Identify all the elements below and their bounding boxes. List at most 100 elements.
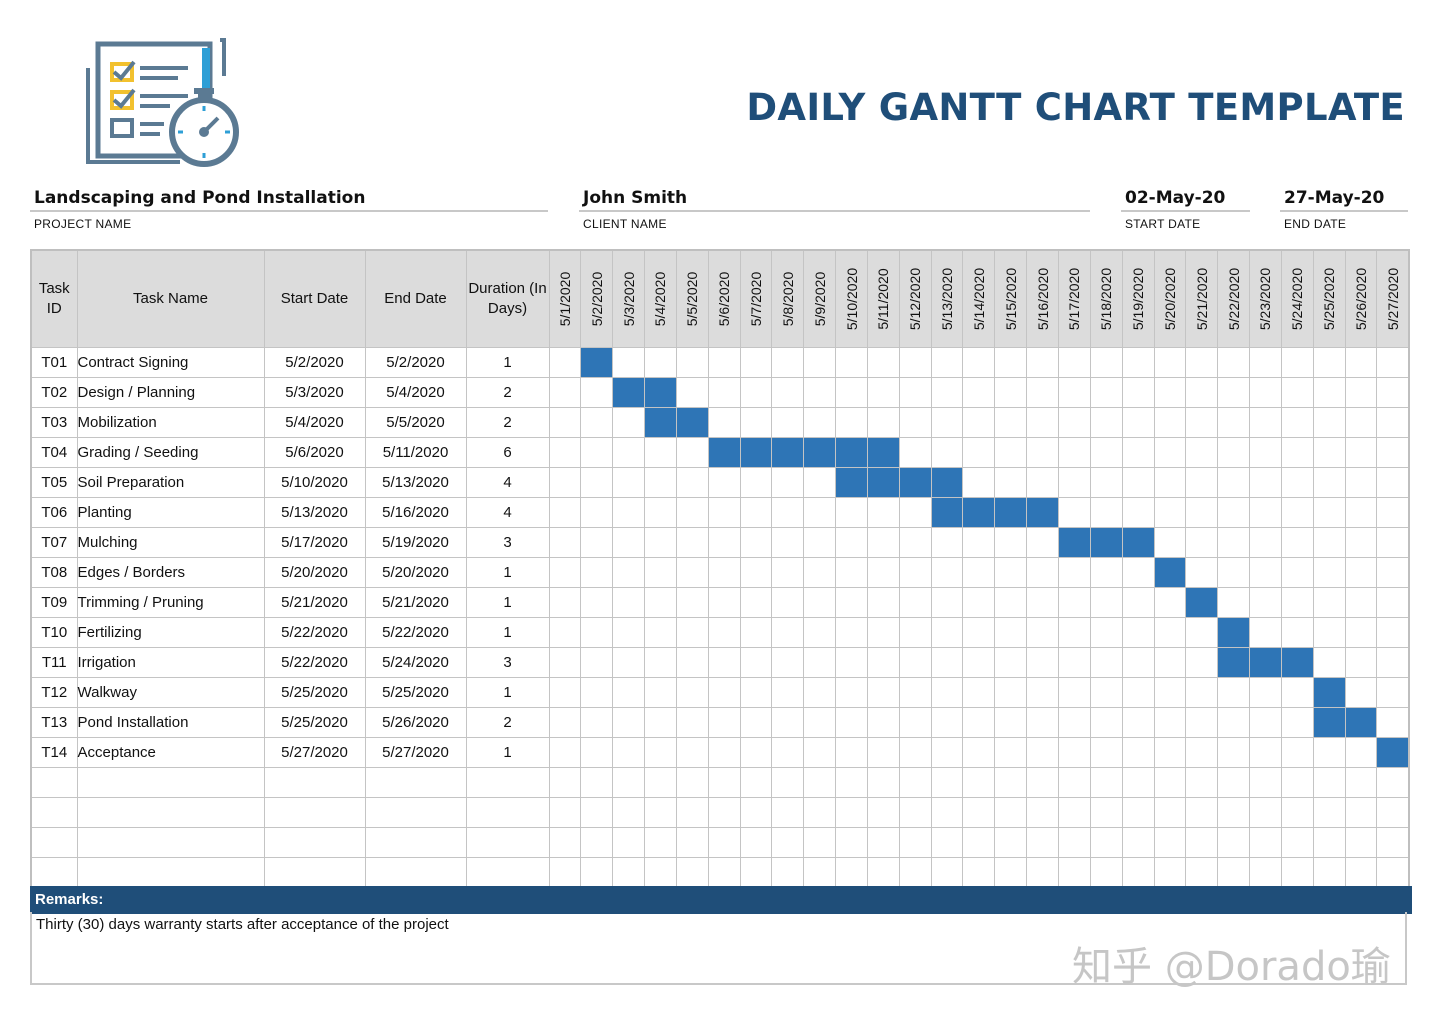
task-name-cell[interactable]: Mobilization	[76, 407, 265, 438]
end-date-cell[interactable]: 5/11/2020	[364, 437, 467, 468]
start-date-cell[interactable]: 5/10/2020	[263, 467, 366, 498]
duration-cell[interactable]: 2	[465, 377, 550, 408]
empty-cell[interactable]	[263, 827, 366, 858]
start-date-cell[interactable]: 5/3/2020	[263, 377, 366, 408]
end-date-cell[interactable]: 5/26/2020	[364, 707, 467, 738]
task-id-cell[interactable]: T10	[30, 617, 78, 648]
duration-cell[interactable]: 3	[465, 647, 550, 678]
task-name-cell[interactable]: Soil Preparation	[76, 467, 265, 498]
start-date-cell[interactable]: 5/13/2020	[263, 497, 366, 528]
duration-cell[interactable]: 4	[465, 467, 550, 498]
start-date-cell[interactable]: 5/21/2020	[263, 587, 366, 618]
task-name-cell[interactable]: Fertilizing	[76, 617, 265, 648]
start-date-cell[interactable]: 5/17/2020	[263, 527, 366, 558]
duration-cell[interactable]: 1	[465, 587, 550, 618]
empty-cell[interactable]	[364, 797, 467, 828]
table-row[interactable]: T07 Mulching 5/17/2020 5/19/2020 3	[30, 527, 1410, 558]
end-date-cell[interactable]: 5/5/2020	[364, 407, 467, 438]
empty-cell[interactable]	[30, 767, 78, 798]
task-name-cell[interactable]: Walkway	[76, 677, 265, 708]
task-id-cell[interactable]: T04	[30, 437, 78, 468]
start-date-cell[interactable]: 5/4/2020	[263, 407, 366, 438]
task-id-cell[interactable]: T11	[30, 647, 78, 678]
empty-cell[interactable]	[30, 797, 78, 828]
empty-cell[interactable]	[30, 857, 78, 889]
task-name-cell[interactable]: Trimming / Pruning	[76, 587, 265, 618]
start-date-cell[interactable]: 5/20/2020	[263, 557, 366, 588]
table-row[interactable]: T13 Pond Installation 5/25/2020 5/26/2020 2	[30, 707, 1410, 738]
empty-cell[interactable]	[364, 767, 467, 798]
empty-row[interactable]	[30, 797, 1410, 828]
table-row[interactable]: T09 Trimming / Pruning 5/21/2020 5/21/2020 1	[30, 587, 1410, 618]
task-name-cell[interactable]: Acceptance	[76, 737, 265, 768]
task-id-cell[interactable]: T08	[30, 557, 78, 588]
empty-cell[interactable]	[263, 857, 366, 889]
table-row[interactable]: T11 Irrigation 5/22/2020 5/24/2020 3	[30, 647, 1410, 678]
task-name-cell[interactable]: Contract Signing	[76, 347, 265, 378]
task-id-cell[interactable]: T09	[30, 587, 78, 618]
empty-cell[interactable]	[76, 797, 265, 828]
task-name-cell[interactable]: Pond Installation	[76, 707, 265, 738]
end-date-cell[interactable]: 5/24/2020	[364, 647, 467, 678]
empty-cell[interactable]	[76, 857, 265, 889]
start-date-cell[interactable]: 5/25/2020	[263, 707, 366, 738]
table-row[interactable]: T03 Mobilization 5/4/2020 5/5/2020 2	[30, 407, 1410, 438]
start-date-field[interactable]: 02-May-20 START DATE	[1121, 186, 1250, 231]
empty-cell[interactable]	[76, 767, 265, 798]
task-id-cell[interactable]: T03	[30, 407, 78, 438]
table-row[interactable]: T06 Planting 5/13/2020 5/16/2020 4	[30, 497, 1410, 528]
table-row[interactable]: T10 Fertilizing 5/22/2020 5/22/2020 1	[30, 617, 1410, 648]
duration-cell[interactable]: 1	[465, 557, 550, 588]
empty-cell[interactable]	[364, 827, 467, 858]
task-name-cell[interactable]: Irrigation	[76, 647, 265, 678]
start-date-cell[interactable]: 5/27/2020	[263, 737, 366, 768]
table-row[interactable]: T01 Contract Signing 5/2/2020 5/2/2020 1	[30, 347, 1410, 378]
duration-cell[interactable]: 1	[465, 737, 550, 768]
end-date-field[interactable]: 27-May-20 END DATE	[1280, 186, 1408, 231]
task-id-cell[interactable]: T14	[30, 737, 78, 768]
duration-cell[interactable]: 1	[465, 617, 550, 648]
task-id-cell[interactable]: T01	[30, 347, 78, 378]
task-id-cell[interactable]: T12	[30, 677, 78, 708]
end-date-cell[interactable]: 5/27/2020	[364, 737, 467, 768]
empty-cell[interactable]	[263, 797, 366, 828]
end-date-cell[interactable]: 5/21/2020	[364, 587, 467, 618]
duration-cell[interactable]: 6	[465, 437, 550, 468]
duration-cell[interactable]: 2	[465, 707, 550, 738]
table-row[interactable]: T02 Design / Planning 5/3/2020 5/4/2020 2	[30, 377, 1410, 408]
task-name-cell[interactable]: Planting	[76, 497, 265, 528]
task-name-cell[interactable]: Mulching	[76, 527, 265, 558]
task-name-cell[interactable]: Design / Planning	[76, 377, 265, 408]
task-name-cell[interactable]: Edges / Borders	[76, 557, 265, 588]
end-date-cell[interactable]: 5/13/2020	[364, 467, 467, 498]
end-date-cell[interactable]: 5/22/2020	[364, 617, 467, 648]
empty-cell[interactable]	[465, 797, 550, 828]
duration-cell[interactable]: 4	[465, 497, 550, 528]
duration-cell[interactable]: 1	[465, 677, 550, 708]
empty-cell[interactable]	[465, 857, 550, 889]
end-date-cell[interactable]: 5/20/2020	[364, 557, 467, 588]
start-date-cell[interactable]: 5/22/2020	[263, 647, 366, 678]
empty-cell[interactable]	[30, 827, 78, 858]
start-date-cell[interactable]: 5/6/2020	[263, 437, 366, 468]
task-id-cell[interactable]: T06	[30, 497, 78, 528]
table-row[interactable]: T08 Edges / Borders 5/20/2020 5/20/2020 1	[30, 557, 1410, 588]
empty-row[interactable]	[30, 827, 1410, 858]
end-date-cell[interactable]: 5/16/2020	[364, 497, 467, 528]
end-date-cell[interactable]: 5/4/2020	[364, 377, 467, 408]
duration-cell[interactable]: 2	[465, 407, 550, 438]
task-id-cell[interactable]: T07	[30, 527, 78, 558]
project-name-field[interactable]: Landscaping and Pond Installation PROJEC…	[30, 186, 548, 231]
task-id-cell[interactable]: T13	[30, 707, 78, 738]
empty-row[interactable]	[30, 857, 1410, 889]
table-row[interactable]: T04 Grading / Seeding 5/6/2020 5/11/2020 6	[30, 437, 1410, 468]
empty-cell[interactable]	[364, 857, 467, 889]
table-row[interactable]: T12 Walkway 5/25/2020 5/25/2020 1	[30, 677, 1410, 708]
start-date-cell[interactable]: 5/2/2020	[263, 347, 366, 378]
remarks-text[interactable]: Thirty (30) days warranty starts after a…	[30, 912, 1407, 985]
end-date-cell[interactable]: 5/2/2020	[364, 347, 467, 378]
end-date-cell[interactable]: 5/25/2020	[364, 677, 467, 708]
empty-cell[interactable]	[76, 827, 265, 858]
client-name-field[interactable]: John Smith CLIENT NAME	[579, 186, 1090, 231]
empty-cell[interactable]	[465, 827, 550, 858]
